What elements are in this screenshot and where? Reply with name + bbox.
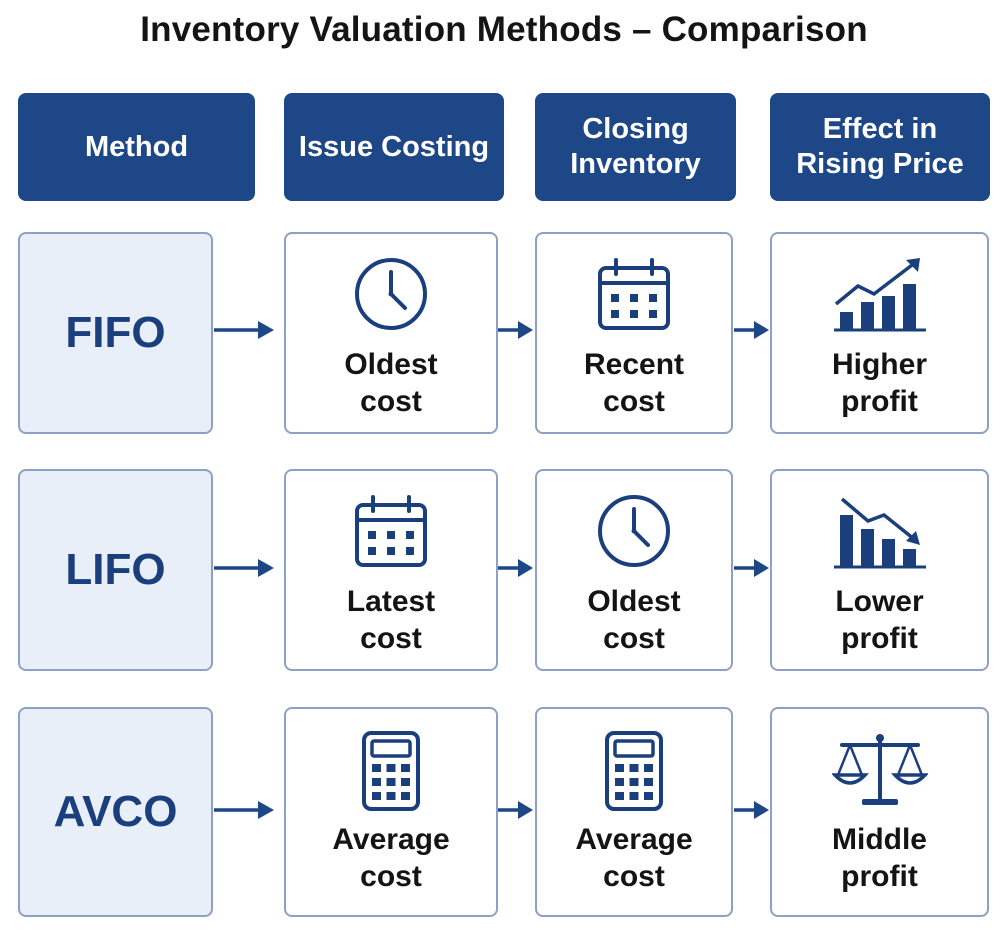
calculator-icon [351,731,431,811]
header-closing-inventory-line-2: Inventory [570,148,701,180]
card-text-line-2: profit [841,622,918,655]
arrow-icon [498,556,534,580]
rising-bar-chart-icon [832,256,928,336]
card-lifo-closing: Oldest cost [535,469,733,671]
card-fifo-closing: Recent cost [535,232,733,434]
arrow-icon [214,556,276,580]
method-label-fifo: FIFO [65,308,166,357]
card-text-line-1: Lower [835,585,924,618]
card-text-line-2: cost [603,622,665,655]
arrow-icon [734,556,770,580]
balance-scale-icon [831,731,928,811]
arrow-icon [214,798,276,822]
card-text-line-2: cost [360,385,422,418]
card-text-line-2: cost [360,622,422,655]
card-lifo-effect: Lower profit [770,469,989,671]
calendar-icon [351,493,431,573]
card-text-line-2: cost [603,860,665,893]
card-avco-issue: Average cost [284,707,498,917]
arrow-icon [498,798,534,822]
header-method: Method [18,93,255,201]
header-closing-inventory-line-1: Closing [582,113,689,145]
arrow-icon [734,318,770,342]
clock-icon [351,256,431,336]
arrow-icon [734,798,770,822]
header-effect-line-2: Rising Price [796,148,964,180]
arrow-icon [498,318,534,342]
card-text-line-1: Higher [831,348,927,381]
card-fifo-effect: Higher profit [770,232,989,434]
method-card-lifo: LIFO [18,469,213,671]
card-text-line-1: Average [575,823,693,856]
card-text-line-2: cost [360,860,422,893]
header-effect-rising-price: Effect in Rising Price [770,93,990,201]
card-avco-closing: Average cost [535,707,733,917]
method-label-avco: AVCO [53,787,178,836]
card-text-line-2: profit [841,860,918,893]
header-method-line-1: Method [84,130,189,163]
card-text-line-2: profit [841,385,918,418]
card-text-line-1: Oldest [587,585,681,618]
clock-icon [594,493,674,573]
method-card-avco: AVCO [18,707,213,917]
calendar-icon [594,256,674,336]
card-lifo-issue: Latest cost [284,469,498,671]
header-issue-costing-line-1: Issue Costing [298,130,490,163]
card-text-line-1: Oldest [344,348,438,381]
arrow-icon [214,318,276,342]
card-text-line-1: Middle [832,823,927,856]
page-title: Inventory Valuation Methods – Comparison [140,10,868,49]
falling-bar-chart-icon [832,493,928,573]
card-text-line-1: Recent [583,348,685,381]
card-text-line-1: Latest [346,585,436,618]
card-text-line-2: cost [603,385,665,418]
method-label-lifo: LIFO [65,545,166,594]
card-fifo-issue: Oldest cost [284,232,498,434]
calculator-icon [594,731,674,811]
card-avco-effect: Middle profit [770,707,989,917]
card-text-line-1: Average [332,823,450,856]
method-card-fifo: FIFO [18,232,213,434]
header-effect-line-1: Effect in [822,113,938,145]
header-issue-costing: Issue Costing [284,93,504,201]
header-closing-inventory: Closing Inventory [535,93,736,201]
